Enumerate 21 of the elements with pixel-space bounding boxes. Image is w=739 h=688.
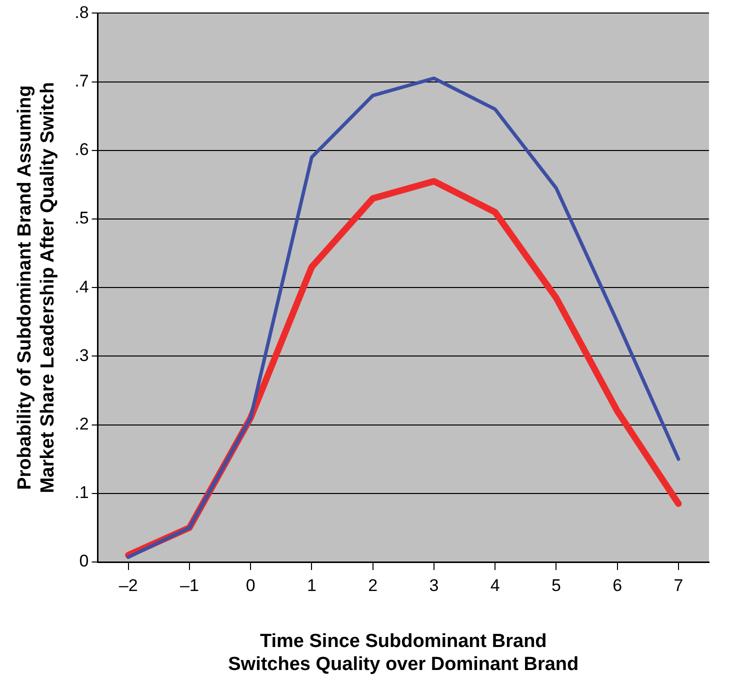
x-tick-label: 5 — [551, 576, 561, 595]
x-tick-label: 2 — [368, 576, 378, 595]
x-tick-label: –2 — [118, 576, 138, 595]
y-tick-label: 0 — [79, 552, 89, 571]
x-tick-label: 7 — [674, 576, 684, 595]
y-tick-label: .6 — [74, 140, 89, 160]
x-axis-title: Time Since Subdominant Brand Switches Quality over Dominant Brand — [228, 631, 579, 675]
x-tick-label: 3 — [429, 576, 439, 595]
x-tick-label: –1 — [180, 576, 199, 595]
x-tick-label: 4 — [490, 576, 500, 595]
y-tick-label: .5 — [74, 208, 89, 228]
y-tick-label: .3 — [74, 346, 89, 365]
x-tick-label: 1 — [306, 576, 316, 595]
y-tick-label: .7 — [74, 71, 89, 90]
y-tick-label: .2 — [74, 414, 89, 434]
y-tick-label: .4 — [74, 277, 89, 296]
y-tick-label: .1 — [74, 483, 89, 502]
x-tick-label: 6 — [612, 576, 622, 595]
y-tick-label: .8 — [74, 2, 89, 22]
y-axis-title: Probability of Subdominant Brand Assuming Market Share Leadership After Quality Switch — [14, 82, 58, 494]
x-tick-label: 0 — [246, 576, 256, 595]
